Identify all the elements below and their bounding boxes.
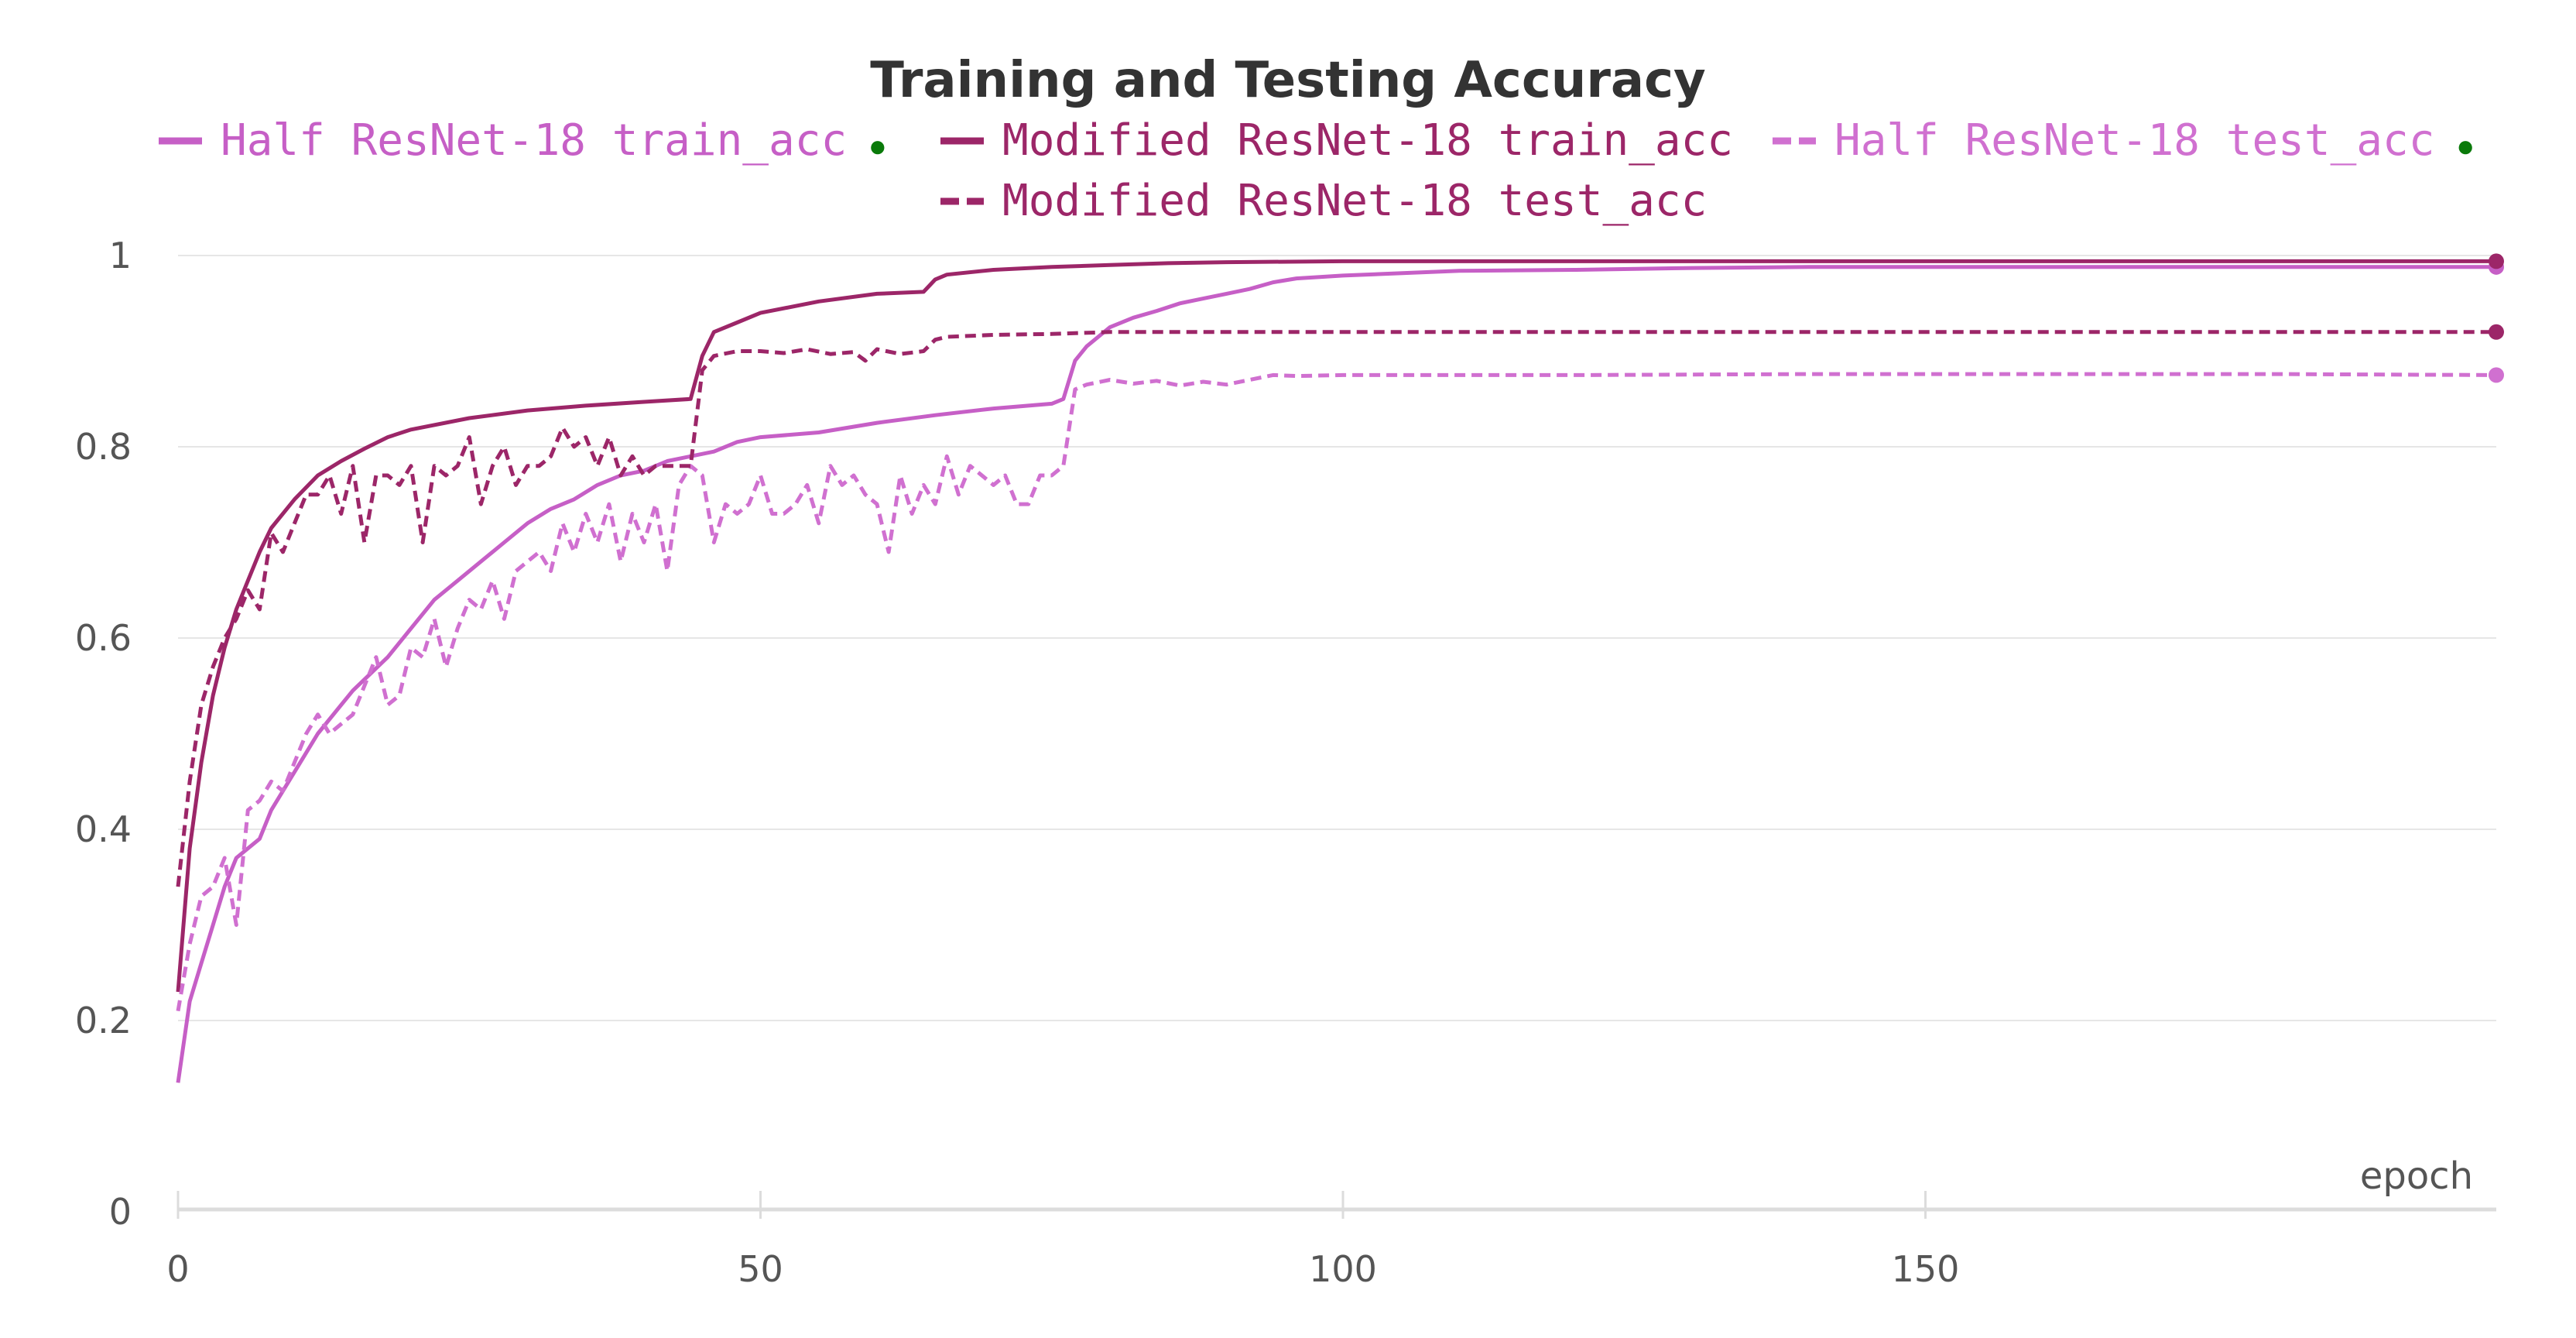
x-axis-ticks: 0 50 100 150	[166, 1191, 1959, 1290]
grid-lines	[178, 255, 2496, 1021]
series-end-dot-3	[2489, 367, 2504, 383]
legend-label-2: Modified ResNet-18 train_acc	[1002, 115, 1733, 166]
series-line-1	[176, 265, 2496, 1083]
y-tick-label: 0.6	[75, 617, 132, 659]
y-tick-label: 0.8	[75, 426, 132, 468]
legend: Half ResNet-18 train_acc ● Modified ResNet…	[159, 115, 2475, 226]
x-tick-label: 100	[1309, 1248, 1377, 1290]
x-tick-label: 50	[738, 1248, 783, 1290]
y-tick-label: 0	[109, 1191, 132, 1233]
x-axis-label: epoch	[2360, 1154, 2473, 1198]
y-tick-label: 0.4	[75, 808, 132, 850]
series-line-3	[176, 372, 2497, 1012]
series-end-dot-4	[2489, 324, 2504, 340]
y-tick-label: 0.2	[75, 1000, 132, 1041]
x-tick-label: 150	[1892, 1248, 1960, 1290]
legend-label-1: Half ResNet-18 train_acc	[221, 115, 847, 166]
legend-dot-3: ●	[2456, 129, 2475, 163]
y-tick-label: 1	[109, 235, 132, 276]
legend-label-4: Modified ResNet-18 test_acc	[1002, 176, 1707, 226]
y-axis-ticks: 0 0.2 0.4 0.6 0.8 1	[75, 235, 132, 1233]
legend-dot-1: ●	[868, 129, 887, 163]
legend-label-3: Half ResNet-18 test_acc	[1834, 115, 2434, 166]
series-lines	[176, 253, 2504, 1083]
series-end-dot-2	[2489, 253, 2504, 269]
series-line-2	[176, 259, 2496, 993]
x-tick-label: 0	[166, 1248, 189, 1290]
chart-title: Training and Testing Accuracy	[870, 52, 1706, 109]
series-line-4	[176, 330, 2496, 887]
